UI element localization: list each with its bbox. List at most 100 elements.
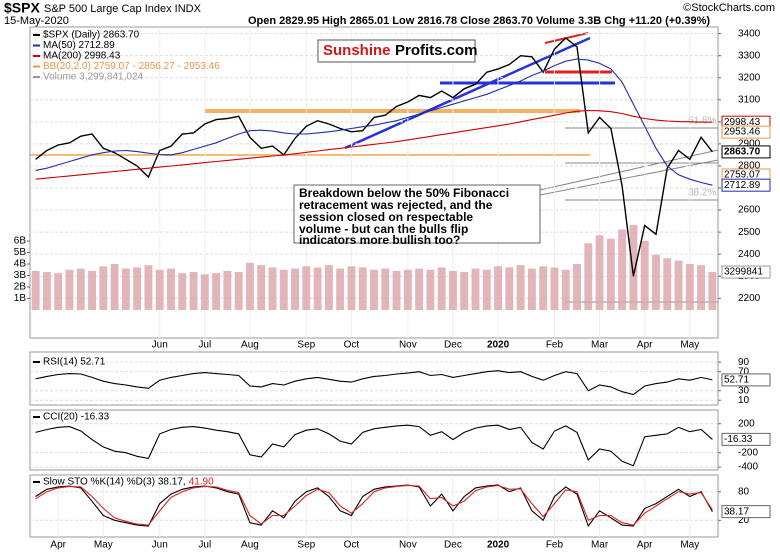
value-box-label: 52.71 [724, 375, 749, 386]
marks: 3400330032003100300029002800270026002500… [14, 27, 771, 551]
x-tick-label: Feb [546, 540, 564, 551]
panel-title: Slow STO %K(14) %D(3) 38.17, [43, 477, 186, 488]
series-line [35, 484, 713, 528]
volume-bar [640, 241, 649, 310]
legend-label: MA(200) 2998.43 [43, 51, 121, 62]
annotation-line: Breakdown below the 50% Fibonacci [299, 186, 509, 200]
volume-bar [65, 269, 74, 310]
volume-bar [663, 258, 672, 310]
volume-tick-label: 4B [14, 259, 27, 270]
volume-bar [212, 273, 221, 310]
volume-bar [291, 268, 299, 310]
volume-bar [505, 267, 514, 310]
credit: ©StockCharts.com [683, 2, 775, 14]
volume-bar [516, 265, 525, 310]
y-tick-label: 70 [738, 366, 750, 377]
x-tick-label: Jun [152, 540, 168, 551]
cci-panel [29, 409, 719, 471]
volume-bar [561, 269, 570, 310]
x-tick-label: Sep [297, 340, 315, 351]
volume-tick-label: 3B [14, 270, 27, 281]
volume-tick-label: 6B [14, 236, 27, 247]
x-tick-label: 2020 [487, 340, 510, 351]
x-tick-label: Jul [198, 340, 211, 351]
y-tick-label: 3100 [738, 94, 761, 105]
logo-first: Sunshine [323, 42, 391, 59]
volume-bar [494, 266, 503, 310]
value-box [721, 125, 771, 139]
fib-label: 61.8% [688, 116, 716, 127]
panel-title-d: 41.90 [189, 477, 214, 488]
annotation-line: retracement was rejected, and the [299, 198, 493, 212]
volume-bar [257, 265, 266, 310]
volume-bar [370, 269, 378, 310]
volume-bar [584, 243, 593, 310]
y-tick-label: 80 [738, 486, 750, 497]
volume-tick-label: 1B [14, 293, 27, 304]
x-tick-label: Jul [198, 540, 211, 551]
x-tick-label: May [94, 540, 113, 551]
symbol-name: S&P 500 Large Cap Index INDX [44, 3, 202, 15]
y-tick-label: 3400 [738, 28, 761, 39]
y-tick-label: 90 [738, 357, 750, 368]
volume-bar [685, 264, 694, 310]
volume-bar [110, 264, 119, 310]
volume-bar [189, 272, 198, 310]
volume-bar [223, 270, 232, 310]
volume-bar [133, 267, 142, 310]
annotation-line: volume - but can the bulls flip [299, 222, 468, 236]
value-box-label: 38.17 [724, 506, 749, 517]
x-tick-label: Jun [152, 340, 168, 351]
trendline [344, 36, 591, 150]
x-tick-label: Apr [637, 540, 653, 551]
volume-bar [313, 267, 322, 310]
x-tick-label: Aug [241, 340, 259, 351]
volume-bar [618, 229, 627, 310]
y-tick-label: -200 [738, 447, 758, 458]
y-tick-label: 2200 [738, 293, 761, 304]
x-tick-label: Mar [591, 340, 609, 351]
pointer-line [539, 159, 719, 196]
value-box [721, 178, 771, 192]
legend-label: Volume 3,299,841,024 [43, 72, 144, 83]
y-tick-label: 2800 [738, 161, 761, 172]
volume-bar [471, 268, 480, 310]
panel-title: CCI(20) -16.33 [43, 412, 110, 423]
series-line [35, 484, 713, 526]
volume-bar [88, 270, 96, 310]
volume-bar [155, 269, 164, 310]
x-tick-label: Apr [50, 540, 66, 551]
volume-bar [54, 273, 63, 310]
x-tick-label: Dec [444, 340, 462, 351]
y-tick-label: 2600 [738, 205, 761, 216]
x-tick-label: Feb [546, 340, 564, 351]
y-tick-label: 2900 [738, 139, 761, 150]
volume-bar [234, 272, 243, 310]
volume-bar [144, 265, 153, 310]
chart-date: 15-May-2020 [4, 15, 69, 27]
legend-label: $SPX (Daily) 2863.70 [43, 30, 140, 41]
annotation-line: session closed on respectable [299, 210, 473, 224]
y-tick-label: 30 [738, 385, 750, 396]
volume-bar [42, 272, 51, 310]
volume-bar [121, 268, 130, 310]
legend-label: BB(20,2.0) 2759.07 - 2856.27 - 2953.46 [43, 61, 220, 72]
volume-bar [652, 254, 660, 310]
x-tick-label: Mar [591, 540, 609, 551]
legend-label: MA(50) 2712.89 [43, 40, 115, 51]
value-box-label: 2953.46 [724, 127, 761, 138]
volume-bar [629, 224, 638, 310]
value-box-label: 2712.89 [724, 180, 761, 191]
volume-bar [403, 269, 412, 310]
x-tick-label: Nov [399, 540, 417, 551]
x-tick-label: May [680, 540, 699, 551]
volume-bar [595, 235, 604, 310]
pointer-line [539, 149, 719, 191]
volume-bar [302, 266, 311, 310]
volume-bar [449, 270, 457, 310]
volume-bar [99, 266, 108, 310]
volume-bar [200, 274, 209, 310]
volume-bar [392, 270, 401, 310]
volume-bar [76, 268, 85, 310]
